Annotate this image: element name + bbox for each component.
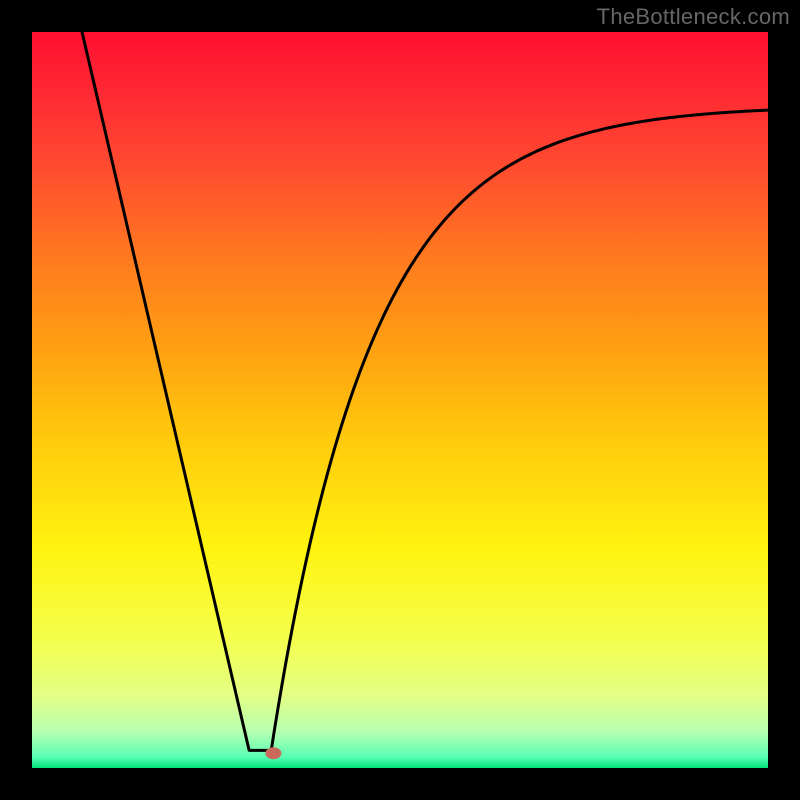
vertex-marker — [265, 747, 281, 759]
bottleneck-curve — [82, 32, 768, 750]
watermark-text: TheBottleneck.com — [597, 4, 790, 30]
plot-area — [32, 32, 768, 768]
curve-svg — [32, 32, 768, 768]
